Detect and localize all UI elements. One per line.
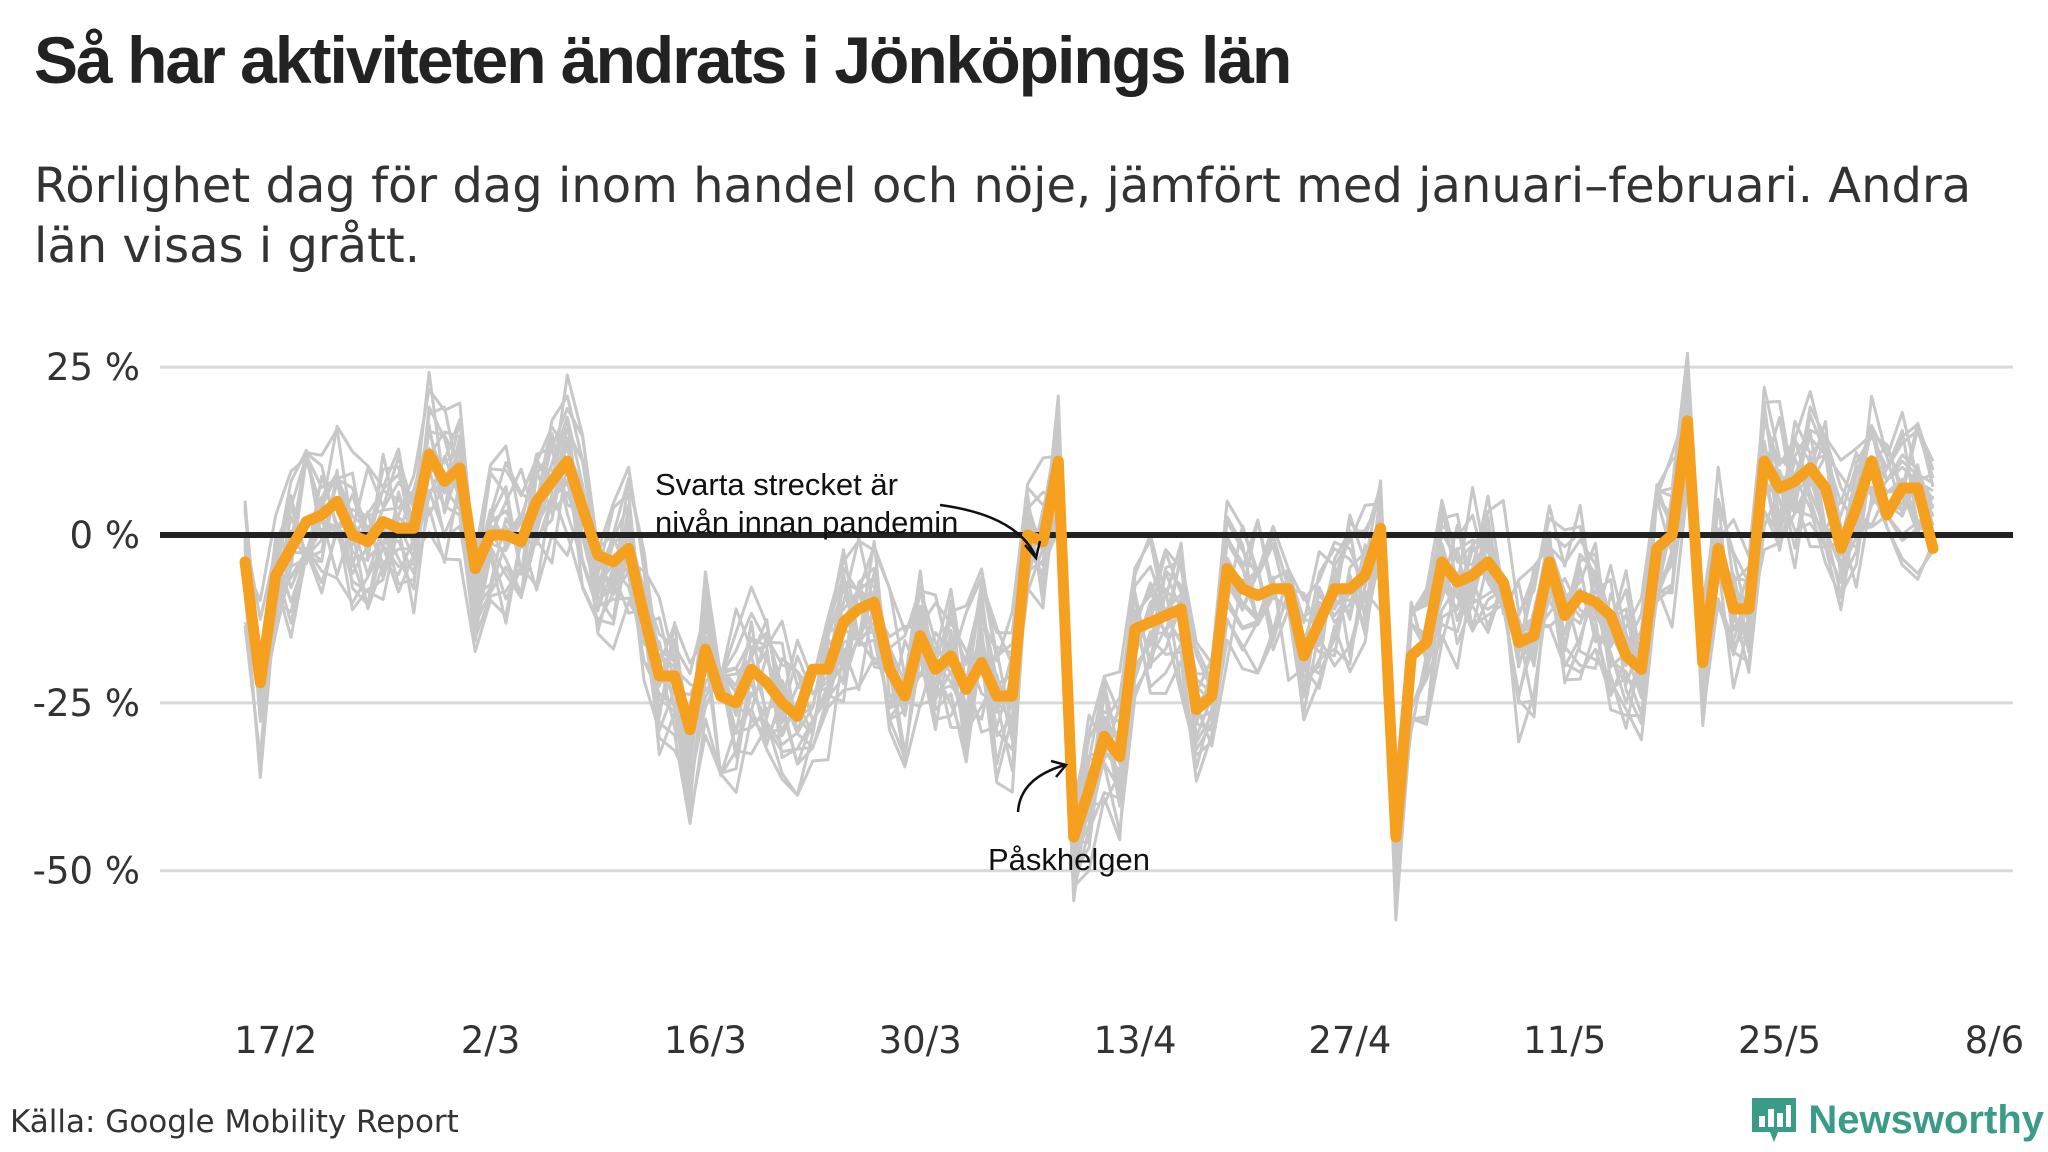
x-tick-label: 8/6	[1965, 1019, 2025, 1062]
x-tick-label: 27/4	[1308, 1019, 1391, 1062]
x-tick-label: 13/4	[1093, 1019, 1176, 1062]
x-tick-label: 2/3	[461, 1019, 521, 1062]
x-tick-label: 16/3	[664, 1019, 747, 1062]
annotation-arrowhead	[1024, 540, 1042, 561]
y-tick-label: 25 %	[46, 346, 140, 389]
chart-title: Så har aktiviteten ändrats i Jönköpings …	[34, 23, 1292, 97]
y-axis-tick-labels: 25 % 0 % -25 % -50 %	[33, 346, 140, 893]
annotation-baseline-label: nivån innan pandemin	[655, 505, 958, 540]
x-tick-label: 25/5	[1738, 1019, 1821, 1062]
annotation-arrow	[1016, 763, 1066, 813]
annotation-arrow	[939, 503, 1037, 556]
x-axis-tick-labels: 17/2 2/3 16/3 30/3 13/4 27/4 11/5 25/5 8/6	[234, 1019, 2024, 1062]
brand-logo: Newsworthy	[1748, 1094, 2044, 1146]
newsworthy-logo-icon	[1752, 1098, 1797, 1142]
highlight-series-line	[239, 415, 1939, 843]
annotation-arrowhead	[1050, 759, 1069, 778]
x-tick-label: 17/2	[234, 1019, 317, 1062]
line-chart: 25 % 0 % -25 % -50 % 17/2 2/3 16/3 30/3 13/4 27/…	[33, 346, 2025, 1062]
y-tick-label: -50 %	[33, 850, 140, 893]
x-tick-label: 30/3	[879, 1019, 962, 1062]
annotation-baseline-label: Svarta strecket är	[655, 467, 898, 502]
highlight-series	[239, 415, 1939, 843]
x-tick-label: 11/5	[1523, 1019, 1606, 1062]
y-tick-label: -25 %	[33, 682, 140, 725]
brand-name: Newsworthy	[1808, 1097, 2044, 1142]
y-tick-label: 0 %	[70, 514, 140, 557]
annotation-easter-label: Påskhelgen	[988, 842, 1150, 877]
chart-subtitle: Rörlighet dag för dag inom handel och nö…	[34, 158, 1972, 274]
source-note: Källa: Google Mobility Report	[10, 1104, 459, 1140]
